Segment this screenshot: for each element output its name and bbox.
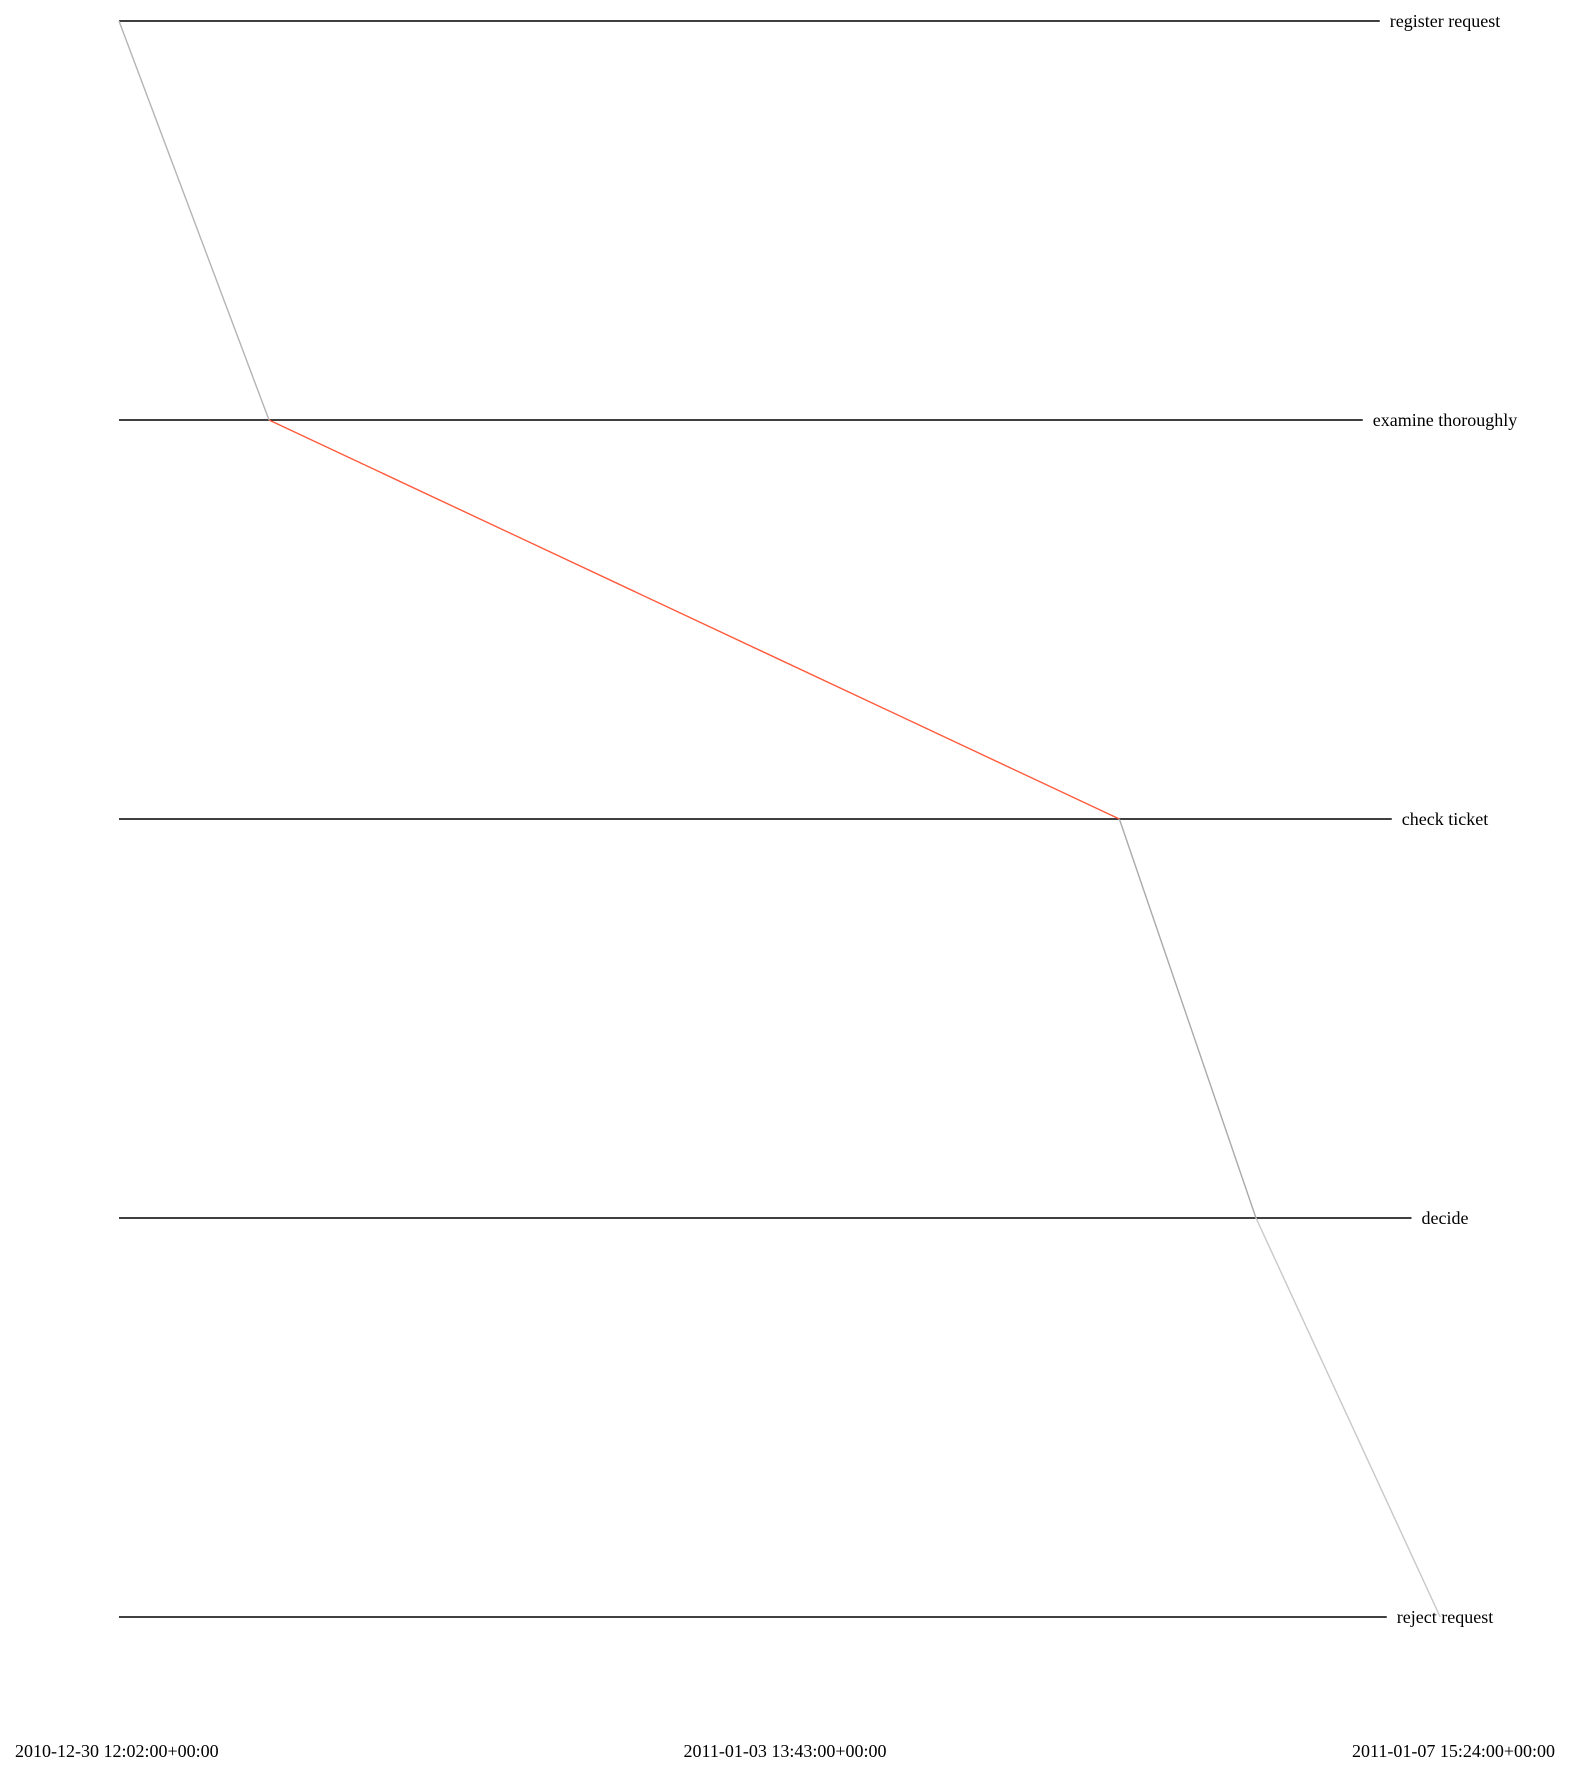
lane-label-reject-request: reject request [1397, 1607, 1493, 1627]
trace-segments [118, 20, 1441, 1618]
x-axis-ticks: 2010-12-30 12:02:00+00:00 2011-01-03 13:4… [15, 1741, 1555, 1761]
lane-label-check-ticket: check ticket [1402, 809, 1488, 829]
segment-examine-thoroughly-to-check-ticket [268, 419, 1120, 820]
segment-decide-to-reject-request [1255, 1217, 1441, 1618]
lane-label-examine-thoroughly: examine thoroughly [1373, 410, 1517, 430]
x-tick-label: 2011-01-07 15:24:00+00:00 [1352, 1741, 1555, 1761]
lane-label-decide: decide [1422, 1208, 1469, 1228]
x-tick-label: 2010-12-30 12:02:00+00:00 [15, 1741, 219, 1761]
x-tick-label: 2011-01-03 13:43:00+00:00 [684, 1741, 887, 1761]
segment-register-request-to-examine-thoroughly [118, 20, 270, 421]
lane-label-register-request: register request [1390, 11, 1500, 31]
activity-lanes: register request examine thoroughly check … [119, 11, 1517, 1627]
segment-check-ticket-to-decide [1118, 818, 1257, 1219]
